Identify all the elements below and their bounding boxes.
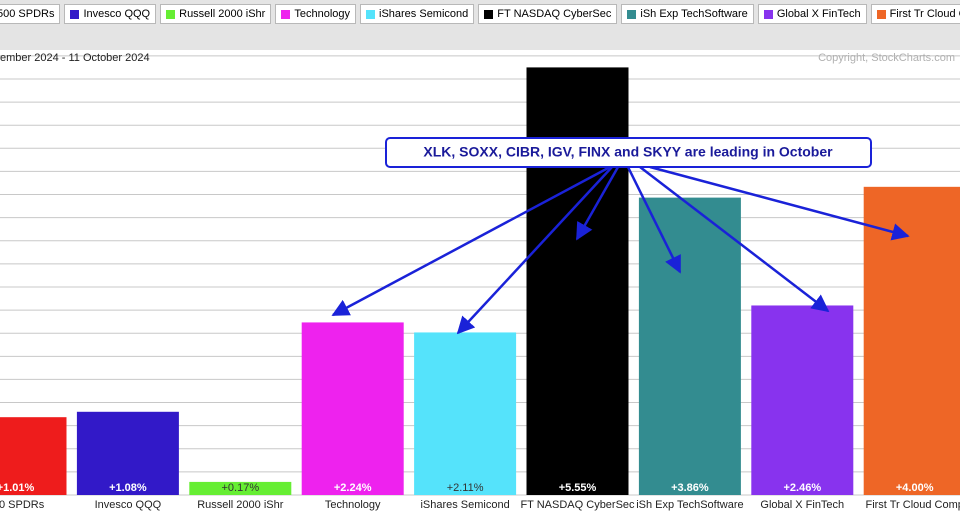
bar: [414, 332, 517, 495]
annotation-box: [385, 137, 872, 168]
value-label: +1.01%: [0, 482, 35, 494]
bar: [189, 481, 292, 495]
legend-label: 500 SPDRs: [0, 8, 55, 20]
x-tick-label: iShares Semicond: [420, 499, 509, 511]
bar: [751, 305, 854, 495]
legend-label: Global X FinTech: [776, 8, 861, 20]
value-label: +2.46%: [783, 482, 821, 494]
x-tick-label: Global X FinTech: [760, 499, 844, 511]
bar: [638, 197, 741, 495]
legend-item: Technology: [275, 4, 356, 24]
legend-swatch: [166, 9, 176, 19]
subtitle: ember 2024 - 11 October 2024: [0, 52, 150, 64]
bar: [301, 322, 404, 495]
value-label: +2.24%: [334, 482, 372, 494]
bar: [0, 417, 67, 495]
arrows: [331, 165, 910, 335]
bar: [863, 186, 960, 495]
x-tick-label: Technology: [325, 499, 381, 511]
legend-swatch: [366, 9, 375, 19]
x-tick-label: iSh Exp TechSoftware: [636, 499, 743, 511]
value-label: +1.08%: [109, 482, 147, 494]
x-tick-label: FT NASDAQ CyberSec: [520, 499, 635, 511]
legend-swatch: [763, 9, 773, 19]
x-tick-label: First Tr Cloud Comp: [865, 499, 960, 511]
value-label: +2.11%: [447, 482, 484, 494]
legend-swatch: [281, 9, 291, 19]
x-tick-label: 500 SPDRs: [0, 499, 45, 511]
legend-label: First Tr Cloud Comp: [889, 8, 960, 20]
bar: [526, 67, 629, 496]
legend-item: iShares Semicond: [360, 4, 475, 24]
bar: [76, 411, 179, 495]
legend-item: First Tr Cloud Comp: [870, 4, 960, 24]
legend-item: iSh Exp TechSoftware: [621, 4, 754, 24]
legend-label: Invesco QQQ: [83, 8, 151, 20]
legend-label: iSh Exp TechSoftware: [640, 8, 748, 20]
value-label: +3.86%: [671, 482, 709, 494]
legend-item: FT NASDAQ CyberSec: [478, 4, 618, 24]
credit: Copyright, StockCharts.com: [818, 52, 955, 64]
legend-item: Invesco QQQ: [64, 4, 157, 24]
legend: 500 SPDRs Invesco QQQ Russell 2000 iShr Tec…: [0, 4, 960, 24]
value-label: +4.00%: [896, 482, 934, 494]
legend-label: iShares Semicond: [379, 8, 469, 20]
legend-label: Russell 2000 iShr: [179, 8, 266, 20]
legend-item: Global X FinTech: [757, 4, 867, 24]
x-tick-label: Russell 2000 iShr: [197, 499, 284, 511]
legend-swatch: [70, 9, 80, 19]
legend-label: Technology: [294, 8, 350, 20]
legend-item: 500 SPDRs: [0, 4, 61, 24]
annotation: XLK, SOXX, CIBR, IGV, FINX and SKYY are …: [423, 144, 833, 160]
legend-item: Russell 2000 iShr: [160, 4, 272, 24]
legend-label: FT NASDAQ CyberSec: [497, 8, 612, 20]
legend-swatch: [484, 9, 494, 19]
value-label: +5.55%: [559, 482, 597, 494]
x-tick-label: Invesco QQQ: [95, 499, 162, 511]
value-label: +0.17%: [221, 482, 259, 494]
legend-swatch: [876, 9, 886, 19]
legend-swatch: [627, 9, 637, 19]
